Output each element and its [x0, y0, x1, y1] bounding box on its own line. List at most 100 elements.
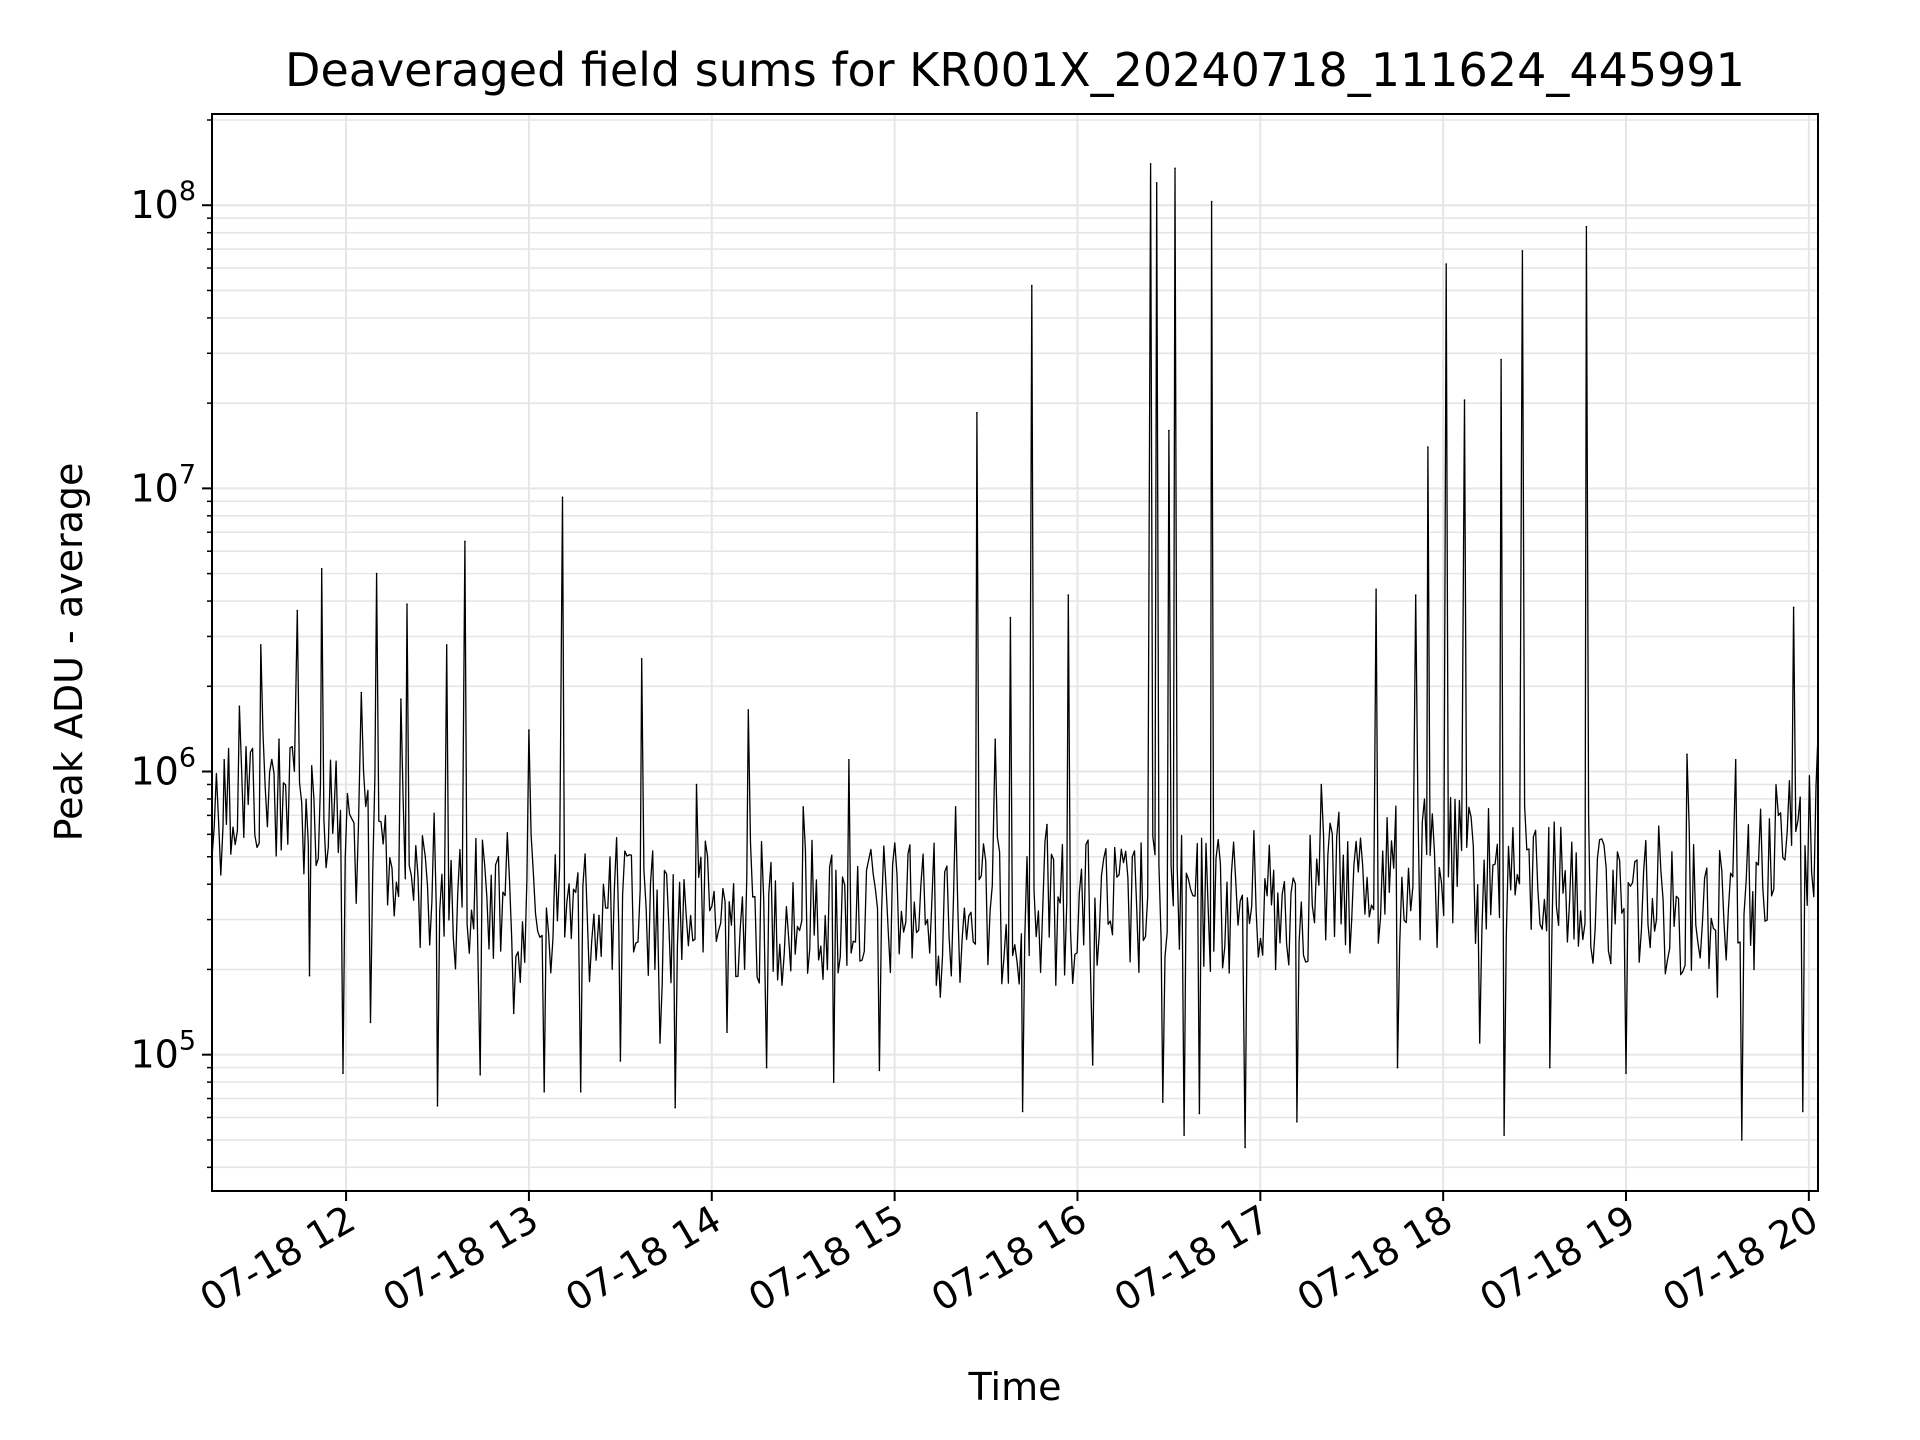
x-tick-label: 07-18 13 [375, 1197, 545, 1321]
data-point [1168, 429, 1170, 432]
data-point [1777, 814, 1780, 817]
data-point [1585, 225, 1588, 228]
data-point [1021, 1110, 1024, 1113]
data-point [1198, 1112, 1201, 1115]
data-point [1149, 163, 1152, 165]
data-point [1274, 968, 1277, 971]
data-point [1296, 1120, 1298, 1123]
data-point [1463, 399, 1466, 401]
data-point [1210, 200, 1213, 203]
data-point [445, 644, 448, 646]
data-point [1009, 616, 1012, 619]
data-point [543, 1090, 545, 1093]
data-point [333, 814, 335, 817]
data-point [726, 1031, 728, 1033]
y-tick-label: 106 [130, 743, 196, 794]
data-point [406, 603, 408, 605]
plot-frame [211, 113, 1819, 1192]
data-point [238, 705, 241, 708]
data-point [1549, 1066, 1551, 1069]
x-tick-label: 07-18 12 [193, 1197, 363, 1321]
data-point [674, 1106, 676, 1109]
x-tick-label: 07-18 18 [1290, 1197, 1460, 1321]
x-axis: 07-18 12 07-18 13 07-18 14 07-18 15 07-18 16… [193, 1191, 1825, 1321]
data-point [747, 709, 750, 711]
data-point [1753, 968, 1755, 971]
x-tick-label: 07-18 14 [558, 1197, 728, 1321]
data-point [1734, 759, 1737, 761]
data-point [954, 806, 957, 808]
y-axis-label: Peak ADU - average [47, 463, 91, 842]
data-point [464, 540, 466, 543]
data-point [1427, 446, 1429, 448]
data-point [878, 1069, 881, 1072]
data-point [832, 1081, 835, 1083]
data-point [1686, 753, 1688, 756]
data-point [320, 568, 323, 570]
data-point [369, 1021, 372, 1024]
data-point [802, 806, 804, 808]
data-point [1375, 588, 1377, 591]
data-point [1174, 167, 1176, 170]
data-point [619, 1060, 622, 1062]
data-point [1625, 1072, 1627, 1074]
data-point [1396, 1066, 1399, 1069]
x-tick-label: 07-18 16 [924, 1197, 1094, 1321]
data-point [1436, 946, 1438, 948]
data-point [765, 1066, 768, 1069]
data-point [308, 974, 311, 977]
data-point [260, 644, 262, 646]
data-point [1162, 1101, 1164, 1103]
data-point [1350, 918, 1353, 921]
data-point [360, 691, 363, 694]
data-point [1503, 1134, 1505, 1136]
data-point [1067, 594, 1070, 596]
x-tick-label: 07-18 17 [1107, 1197, 1277, 1321]
data-point [1802, 1110, 1804, 1113]
series-line [211, 163, 1819, 1149]
x-tick-label: 07-18 19 [1473, 1197, 1643, 1321]
data-point [223, 759, 225, 761]
data-point [1183, 1134, 1185, 1136]
data-point [598, 914, 600, 917]
data-point [939, 996, 942, 998]
data-point [1655, 918, 1658, 921]
data-point [1500, 358, 1502, 361]
data-point [1445, 263, 1447, 265]
data-point [695, 783, 698, 786]
data-point [1741, 1139, 1743, 1141]
chart-title: Deaveraged field sums for KR001X_2024071… [285, 43, 1745, 97]
series-group [211, 163, 1819, 1149]
data-point [296, 609, 299, 612]
y-tick-label: 105 [130, 1026, 196, 1077]
data-point [1521, 250, 1524, 252]
data-point [659, 1042, 661, 1044]
data-point [278, 738, 280, 741]
data-point [1716, 996, 1719, 998]
data-point [579, 1090, 582, 1093]
data-point [1610, 962, 1612, 965]
data-point [375, 572, 378, 575]
y-tick-label: 108 [130, 176, 196, 227]
data-point [436, 1105, 439, 1107]
data-point [1792, 606, 1795, 609]
data-point [1244, 1146, 1246, 1149]
data-point [1046, 823, 1048, 826]
data-point [512, 1012, 515, 1015]
x-tick-label: 07-18 15 [741, 1197, 911, 1321]
data-point [1478, 1042, 1481, 1044]
grid [212, 114, 1818, 1191]
data-point [561, 496, 564, 499]
data-point [342, 1072, 344, 1074]
data-point [1131, 856, 1134, 858]
data-point [994, 738, 996, 741]
data-point [400, 698, 402, 700]
data-point [528, 729, 530, 731]
data-point [497, 856, 500, 858]
data-point [1320, 783, 1323, 786]
data-point [1155, 182, 1158, 184]
y-axis: 105 106 107 108 [130, 119, 212, 1169]
data-point [424, 856, 427, 858]
data-point [1031, 284, 1033, 287]
